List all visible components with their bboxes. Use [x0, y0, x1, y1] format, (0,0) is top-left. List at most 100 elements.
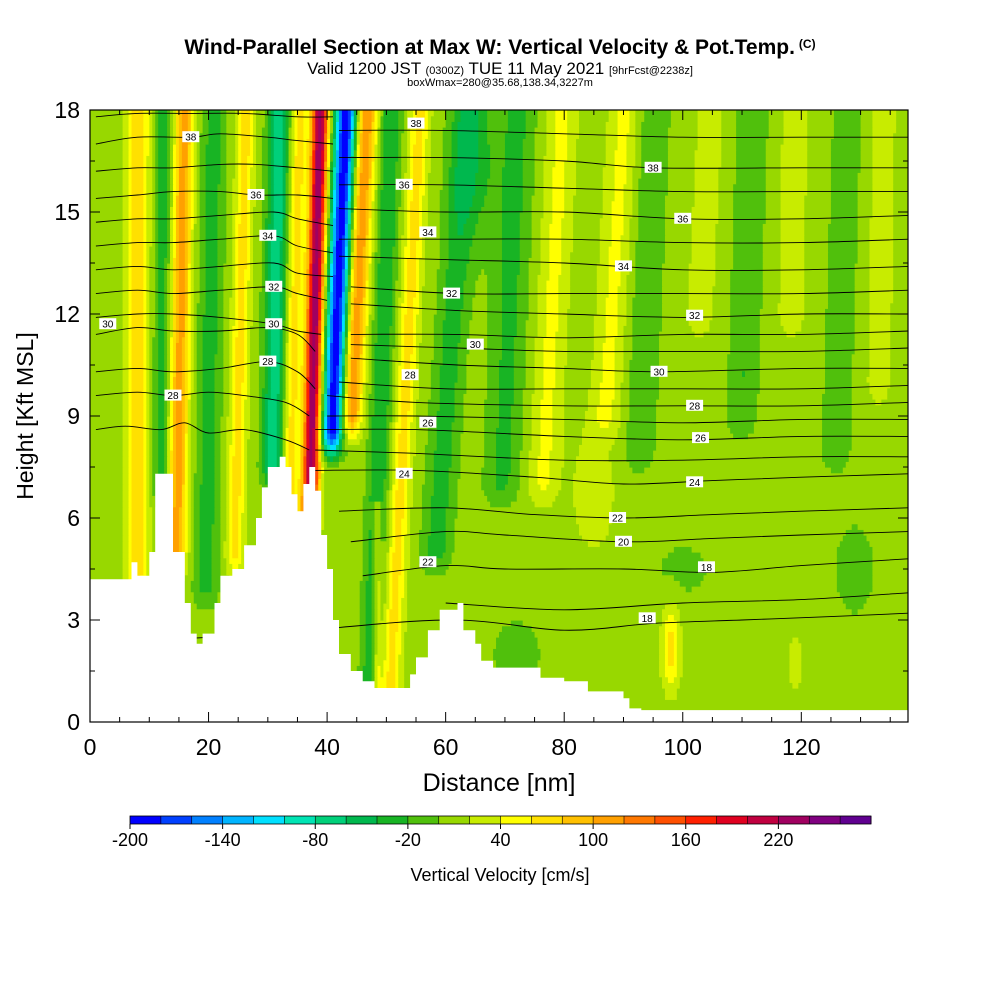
velocity-cell [848, 455, 908, 462]
velocity-cell [664, 620, 678, 627]
velocity-cell [122, 563, 130, 570]
velocity-cell [152, 467, 159, 474]
velocity-cell [170, 263, 174, 270]
velocity-cell [267, 274, 272, 281]
velocity-cell [306, 433, 310, 440]
velocity-cell [413, 387, 420, 394]
velocity-cell [312, 268, 319, 275]
velocity-cell [626, 274, 636, 281]
velocity-cell [122, 484, 130, 491]
velocity-cell [469, 319, 488, 326]
velocity-cell [413, 319, 417, 326]
velocity-cell [291, 297, 299, 304]
velocity-cell [217, 342, 224, 349]
velocity-cell [365, 353, 370, 360]
velocity-cell [229, 512, 233, 519]
velocity-cell [196, 444, 204, 451]
velocity-cell [149, 342, 153, 349]
velocity-cell [181, 382, 186, 389]
velocity-cell [229, 382, 233, 389]
velocity-cell [347, 263, 352, 270]
velocity-cell [291, 399, 296, 406]
velocity-cell [288, 461, 296, 468]
velocity-cell [229, 302, 236, 309]
velocity-cell [90, 359, 124, 366]
velocity-cell [448, 501, 459, 508]
velocity-cell [261, 404, 266, 411]
velocity-cell [303, 433, 307, 440]
velocity-cell [872, 574, 908, 581]
velocity-cell [143, 291, 147, 298]
velocity-cell [445, 268, 467, 275]
velocity-cell [276, 461, 281, 468]
velocity-cell [398, 682, 405, 689]
velocity-cell [90, 268, 124, 275]
velocity-cell [190, 302, 195, 309]
velocity-cell [297, 365, 302, 372]
velocity-cell [341, 342, 346, 349]
velocity-cell [460, 319, 470, 326]
velocity-cell [499, 370, 515, 377]
velocity-cell [330, 455, 334, 462]
velocity-cell [282, 353, 287, 360]
velocity-cell [433, 461, 453, 468]
velocity-cell [454, 546, 675, 553]
velocity-cell [264, 308, 269, 315]
velocity-cell [380, 671, 385, 678]
velocity-cell [617, 427, 628, 434]
velocity-cell [386, 512, 390, 519]
velocity-cell [528, 478, 539, 485]
velocity-cell [433, 450, 453, 457]
velocity-cell [235, 263, 239, 270]
velocity-cell [241, 540, 248, 547]
velocity-cell [682, 654, 791, 661]
velocity-cell [155, 251, 159, 258]
velocity-cell [172, 518, 180, 525]
velocity-cell [401, 546, 405, 553]
velocity-cell [371, 597, 376, 604]
velocity-cell [365, 268, 370, 275]
velocity-cell [436, 308, 447, 315]
velocity-cell [413, 461, 426, 468]
velocity-cell [516, 325, 527, 332]
velocity-cell [122, 376, 130, 383]
velocity-cell [199, 546, 213, 553]
velocity-cell [315, 336, 319, 343]
velocity-cell [365, 472, 373, 479]
velocity-cell [321, 438, 325, 445]
velocity-cell [303, 478, 307, 485]
velocity-cell [223, 376, 230, 383]
velocity-cell [312, 461, 316, 468]
velocity-cell [128, 353, 133, 360]
velocity-cell [854, 274, 871, 281]
velocity-cell [893, 274, 908, 281]
velocity-cell [626, 433, 657, 440]
velocity-cell [164, 268, 168, 275]
velocity-cell [324, 523, 364, 530]
velocity-cell [247, 359, 251, 366]
velocity-cell [312, 297, 319, 304]
velocity-cell [267, 399, 278, 406]
velocity-cell [315, 325, 319, 332]
velocity-cell [386, 597, 390, 604]
velocity-cell [220, 495, 227, 502]
velocity-cell [214, 495, 222, 502]
velocity-cell [528, 467, 539, 474]
velocity-cell [167, 291, 171, 298]
velocity-cell [421, 512, 432, 519]
velocity-cell [457, 365, 467, 372]
velocity-cell [285, 325, 290, 332]
velocity-cell [608, 280, 622, 287]
velocity-cell [664, 603, 678, 610]
velocity-cell [164, 376, 168, 383]
velocity-cell [202, 461, 216, 468]
velocity-cell [128, 467, 133, 474]
velocity-cell [244, 399, 251, 406]
velocity-cell [146, 251, 150, 258]
velocity-cell [522, 387, 536, 394]
velocity-cell [341, 387, 346, 394]
velocity-cell [202, 370, 216, 377]
velocity-cell [184, 336, 189, 343]
velocity-cell [238, 501, 245, 508]
velocity-cell [90, 365, 124, 372]
